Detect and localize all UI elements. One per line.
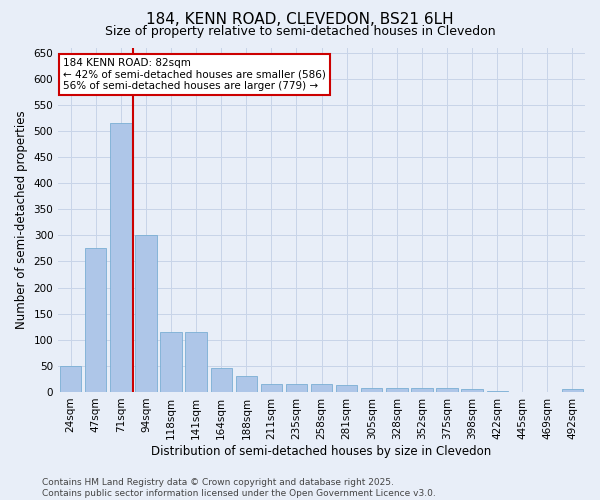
Bar bbox=[185, 332, 207, 392]
Bar bbox=[136, 236, 157, 392]
Bar bbox=[60, 366, 82, 392]
Bar bbox=[211, 368, 232, 392]
Bar bbox=[236, 376, 257, 392]
X-axis label: Distribution of semi-detached houses by size in Clevedon: Distribution of semi-detached houses by … bbox=[151, 444, 492, 458]
Bar bbox=[160, 332, 182, 392]
Bar bbox=[311, 384, 332, 392]
Bar bbox=[487, 391, 508, 392]
Bar bbox=[562, 390, 583, 392]
Bar bbox=[336, 385, 358, 392]
Bar bbox=[436, 388, 458, 392]
Text: 184, KENN ROAD, CLEVEDON, BS21 6LH: 184, KENN ROAD, CLEVEDON, BS21 6LH bbox=[146, 12, 454, 28]
Text: Contains HM Land Registry data © Crown copyright and database right 2025.
Contai: Contains HM Land Registry data © Crown c… bbox=[42, 478, 436, 498]
Bar bbox=[110, 123, 131, 392]
Bar bbox=[361, 388, 382, 392]
Bar bbox=[261, 384, 282, 392]
Bar bbox=[85, 248, 106, 392]
Bar bbox=[286, 384, 307, 392]
Text: Size of property relative to semi-detached houses in Clevedon: Size of property relative to semi-detach… bbox=[104, 25, 496, 38]
Bar bbox=[386, 388, 407, 392]
Y-axis label: Number of semi-detached properties: Number of semi-detached properties bbox=[15, 110, 28, 329]
Bar bbox=[461, 389, 483, 392]
Text: 184 KENN ROAD: 82sqm
← 42% of semi-detached houses are smaller (586)
56% of semi: 184 KENN ROAD: 82sqm ← 42% of semi-detac… bbox=[64, 58, 326, 91]
Bar bbox=[411, 388, 433, 392]
